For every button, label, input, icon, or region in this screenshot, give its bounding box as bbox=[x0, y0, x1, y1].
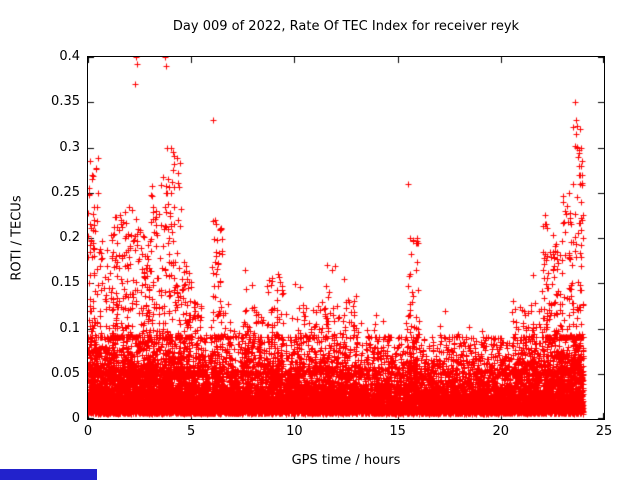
x-tick-label: 5 bbox=[187, 424, 196, 439]
y-tick-label: 0 bbox=[71, 411, 80, 426]
y-tick-label: 0.3 bbox=[59, 139, 80, 155]
y-tick-label: 0.25 bbox=[51, 184, 80, 200]
x-tick-label: 15 bbox=[389, 424, 406, 439]
plot-area bbox=[87, 56, 605, 420]
x-tick-label: 20 bbox=[492, 424, 510, 439]
x-axis-label: GPS time / hours bbox=[291, 453, 401, 468]
x-tick-label: 0 bbox=[83, 424, 93, 439]
x-tick-label: 25 bbox=[595, 424, 613, 439]
scatter-canvas bbox=[88, 57, 604, 419]
blue-bar bbox=[0, 469, 97, 480]
y-tick-label: 0.15 bbox=[51, 275, 80, 291]
y-tick-label: 0.1 bbox=[59, 320, 80, 336]
x-tick-label: 10 bbox=[286, 424, 303, 439]
y-tick-label: 0.35 bbox=[51, 94, 80, 110]
y-tick-label: 0.05 bbox=[51, 365, 80, 381]
y-tick-label: 0.4 bbox=[59, 49, 80, 64]
y-tick-label: 0.2 bbox=[59, 230, 80, 245]
chart-title: Day 009 of 2022, Rate Of TEC Index for r… bbox=[172, 19, 520, 34]
